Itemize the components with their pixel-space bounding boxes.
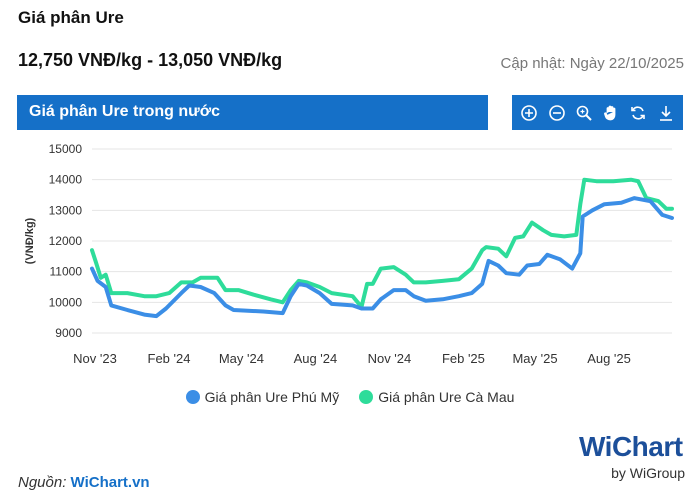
x-tick-label: Nov '24 xyxy=(368,351,412,366)
x-axis-ticks: Nov '23 Feb '24 May '24 Aug '24 Nov '24 Feb '… xyxy=(73,351,631,366)
series-line-ca-mau xyxy=(90,177,674,309)
legend-label-phu-my: Giá phân Ure Phú Mỹ xyxy=(204,389,340,405)
chart-panel-title: Giá phân Ure trong nước xyxy=(17,95,488,130)
zoom-out-icon[interactable] xyxy=(547,103,567,123)
y-axis-label: (VNĐ/kg) xyxy=(24,217,36,264)
page-title: Giá phân Ure xyxy=(18,8,124,27)
y-tick-label: 14000 xyxy=(49,173,83,187)
legend-marker-ca-mau xyxy=(359,390,374,404)
line-chart: 15000 14000 13000 12000 11000 10000 9000 Nov '… xyxy=(24,142,674,366)
series-line-phu-my xyxy=(90,196,674,319)
chart-toolbar xyxy=(512,95,683,130)
chart-grid xyxy=(92,148,672,334)
y-tick-label: 15000 xyxy=(49,142,83,156)
source-label: Nguồn: xyxy=(18,474,67,491)
chart-legend: Giá phân Ure Phú Mỹ Giá phân Ure Cà Mau xyxy=(0,389,700,405)
wichart-logo: WiChart by WiGroup xyxy=(579,432,689,490)
zoom-in-icon[interactable] xyxy=(519,103,539,123)
y-tick-label: 10000 xyxy=(49,295,83,309)
x-tick-label: Nov '23 xyxy=(73,351,117,366)
reset-icon[interactable] xyxy=(628,103,648,123)
download-icon[interactable] xyxy=(656,103,676,123)
legend-item-ca-mau[interactable]: Giá phân Ure Cà Mau xyxy=(359,389,514,405)
y-tick-label: 13000 xyxy=(49,203,83,217)
x-tick-label: May '24 xyxy=(219,351,264,366)
x-tick-label: Feb '24 xyxy=(148,351,191,366)
logo-subtitle: by WiGroup xyxy=(611,465,685,481)
x-tick-label: Aug '24 xyxy=(294,351,338,366)
price-range: 12,750 VNĐ/kg - 13,050 VNĐ/kg xyxy=(18,50,283,70)
magnify-icon[interactable] xyxy=(574,103,594,123)
x-tick-label: May '25 xyxy=(512,351,557,366)
source-link[interactable]: WiChart.vn xyxy=(70,474,150,491)
logo-text: WiChart xyxy=(579,431,683,462)
source-note: Nguồn: WiChart.vn xyxy=(18,474,150,491)
y-tick-label: 12000 xyxy=(49,234,83,248)
x-tick-label: Aug '25 xyxy=(587,351,631,366)
legend-label-ca-mau: Giá phân Ure Cà Mau xyxy=(378,389,515,405)
pan-hand-icon[interactable] xyxy=(601,103,621,123)
legend-item-phu-my[interactable]: Giá phân Ure Phú Mỹ xyxy=(185,389,340,405)
updated-date: Cập nhật: Ngày 22/10/2025 xyxy=(500,55,684,72)
x-tick-label: Feb '25 xyxy=(442,351,485,366)
y-tick-label: 11000 xyxy=(50,265,83,279)
y-axis-ticks: 15000 14000 13000 12000 11000 10000 9000 xyxy=(49,142,83,340)
chart-series xyxy=(90,177,674,319)
y-tick-label: 9000 xyxy=(55,326,82,340)
legend-marker-phu-my xyxy=(185,390,200,404)
